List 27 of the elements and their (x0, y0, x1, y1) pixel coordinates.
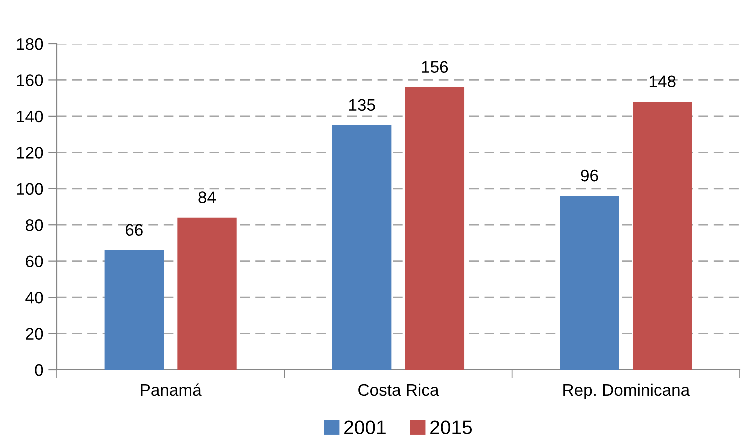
bar (632, 102, 692, 370)
y-tick-label: 40 (26, 292, 44, 304)
y-tick-label: 100 (17, 183, 44, 196)
y-tick-label: 140 (17, 110, 44, 123)
bar (405, 87, 465, 370)
legend-label: 2015 (430, 420, 472, 434)
y-tick-label: 80 (26, 220, 44, 232)
bar (178, 218, 237, 370)
x-tick-label: Rep. Dominicana (564, 384, 690, 400)
bar (104, 250, 164, 370)
bar (332, 126, 392, 370)
y-tick-label: 20 (26, 328, 44, 340)
y-tick-label: 0 (35, 364, 44, 376)
data-label: 84 (198, 192, 216, 204)
legend-label: 2001 (344, 420, 386, 434)
data-label: 148 (650, 76, 676, 88)
data-label: 96 (581, 170, 598, 182)
bar (560, 196, 620, 370)
y-tick-label: 160 (17, 74, 44, 86)
data-label: 66 (126, 224, 143, 236)
y-tick-label: 180 (17, 38, 44, 50)
y-tick-label: 60 (26, 256, 44, 268)
x-tick-label: Costa Rica (358, 384, 440, 396)
data-label: 135 (349, 99, 376, 112)
data-label: 156 (422, 61, 448, 74)
x-tick-label: Panamá (141, 384, 202, 396)
y-tick-label: 120 (17, 147, 44, 159)
